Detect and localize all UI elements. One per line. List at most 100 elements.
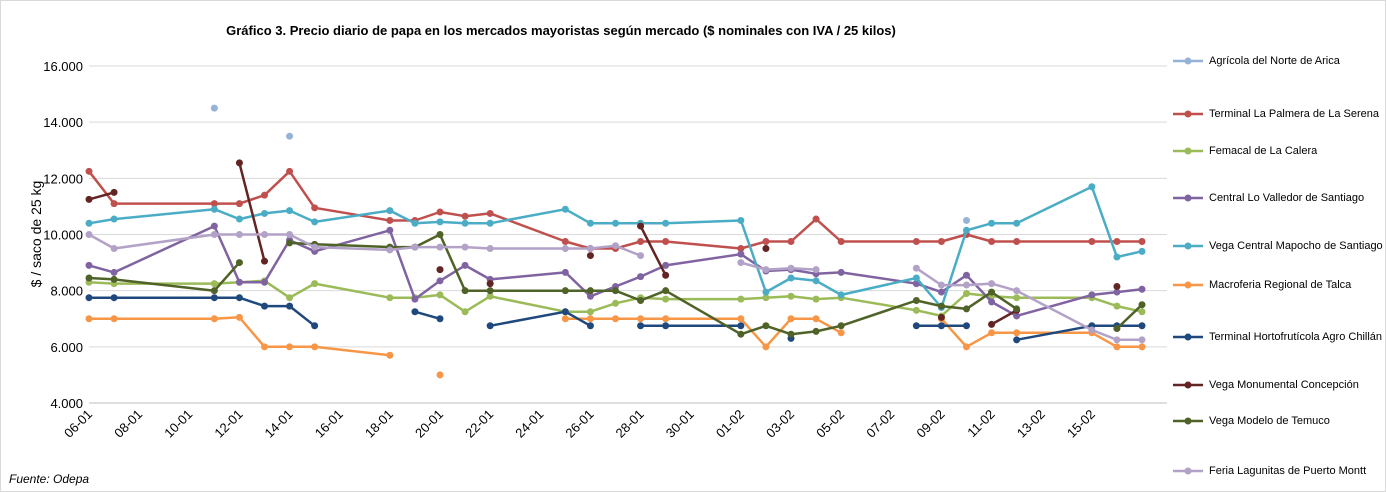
data-point: [837, 329, 845, 337]
data-point: [988, 280, 996, 288]
data-point: [737, 295, 745, 303]
data-point: [261, 257, 268, 265]
legend-item: Terminal Hortofrutícola Agro Chillán: [1173, 324, 1383, 350]
x-tick-label: 15-02: [1064, 407, 1098, 441]
legend-item: Femacal de La Calera: [1173, 138, 1383, 164]
data-point: [85, 274, 93, 282]
data-point: [210, 294, 218, 302]
x-tick-label: 01-02: [713, 407, 747, 441]
data-point: [461, 243, 469, 251]
data-point: [1138, 301, 1146, 309]
y-tick-label: 12.000: [43, 171, 83, 186]
legend-label: Macroferia Regional de Talca: [1209, 278, 1352, 291]
data-point: [85, 219, 93, 227]
legend-label: Vega Central Mapocho de Santiago: [1209, 239, 1383, 252]
data-point: [210, 200, 218, 208]
data-point: [912, 322, 920, 330]
data-point: [1113, 302, 1121, 310]
data-point: [988, 219, 996, 227]
data-point: [436, 231, 444, 238]
data-point: [1113, 343, 1121, 351]
data-point: [235, 159, 243, 167]
data-point: [787, 292, 795, 300]
series-line: [88, 224, 1143, 318]
data-point: [1138, 343, 1146, 351]
data-point: [762, 288, 770, 296]
data-point: [1138, 238, 1146, 246]
data-point: [612, 219, 619, 227]
legend-label: Central Lo Valledor de Santiago: [1209, 191, 1365, 204]
data-point: [436, 243, 444, 251]
data-point: [837, 291, 845, 299]
legend-marker: [1184, 467, 1192, 475]
x-tick-label: 28-01: [613, 407, 647, 441]
data-point: [110, 188, 118, 196]
data-point: [261, 302, 268, 310]
data-point: [662, 238, 670, 246]
data-point: [235, 231, 243, 238]
data-point: [912, 264, 920, 272]
legend-marker: [1184, 381, 1192, 389]
legend-item: Feria Lagunitas de Puerto Montt: [1173, 458, 1383, 484]
legend-label: Terminal La Palmera de La Serena: [1209, 107, 1379, 120]
data-point: [411, 243, 419, 251]
legend-label: Feria Lagunitas de Puerto Montt: [1209, 464, 1367, 477]
data-point: [737, 259, 745, 267]
legend-item: Vega Monumental Concepción: [1173, 372, 1383, 398]
data-point: [461, 212, 469, 220]
data-point: [110, 315, 118, 323]
data-point: [1138, 285, 1146, 293]
data-point: [1088, 238, 1096, 246]
legend-swatch: [1173, 57, 1203, 65]
legend-label: Femacal de La Calera: [1209, 144, 1318, 157]
data-point: [812, 327, 820, 335]
data-point: [988, 298, 996, 306]
legend-item: Vega Central Mapocho de Santiago: [1173, 233, 1383, 259]
data-point: [937, 322, 945, 330]
legend-marker: [1184, 333, 1192, 341]
data-point: [110, 268, 118, 276]
data-point: [737, 250, 745, 258]
data-point: [662, 322, 670, 330]
x-tick-label: 20-01: [412, 407, 446, 441]
data-point: [988, 329, 996, 337]
data-point: [311, 280, 319, 288]
data-point: [937, 238, 945, 246]
data-point: [662, 295, 670, 303]
data-point: [110, 294, 118, 302]
legend-marker: [1184, 147, 1192, 155]
x-tick-label: 12-01: [211, 407, 245, 441]
data-point: [1088, 291, 1096, 299]
legend-marker: [1184, 110, 1192, 118]
data-point: [561, 268, 569, 276]
legend-item: Central Lo Valledor de Santiago: [1173, 185, 1383, 211]
data-point: [486, 280, 494, 288]
data-point: [662, 261, 670, 269]
data-point: [235, 200, 243, 208]
data-point: [637, 296, 645, 304]
data-point: [586, 252, 594, 260]
data-point: [210, 287, 218, 295]
data-point: [963, 281, 970, 289]
data-point: [311, 204, 319, 212]
data-point: [637, 315, 645, 323]
data-point: [812, 295, 820, 303]
series-line: [88, 185, 1143, 309]
data-point: [1013, 294, 1021, 302]
x-tick-label: 24-01: [512, 407, 546, 441]
legend-swatch: [1173, 281, 1203, 289]
data-point: [837, 268, 845, 276]
data-point: [937, 302, 945, 310]
x-tick-label: 07-02: [863, 407, 897, 441]
data-point: [586, 292, 594, 300]
data-point: [1138, 336, 1146, 344]
data-point: [662, 271, 670, 279]
data-point: [561, 205, 569, 213]
data-point: [586, 308, 594, 316]
data-point: [662, 315, 670, 323]
data-point: [386, 216, 394, 224]
legend-item: Terminal La Palmera de La Serena: [1173, 101, 1383, 127]
data-point: [963, 343, 970, 351]
data-point: [762, 343, 770, 351]
data-point: [261, 209, 268, 217]
